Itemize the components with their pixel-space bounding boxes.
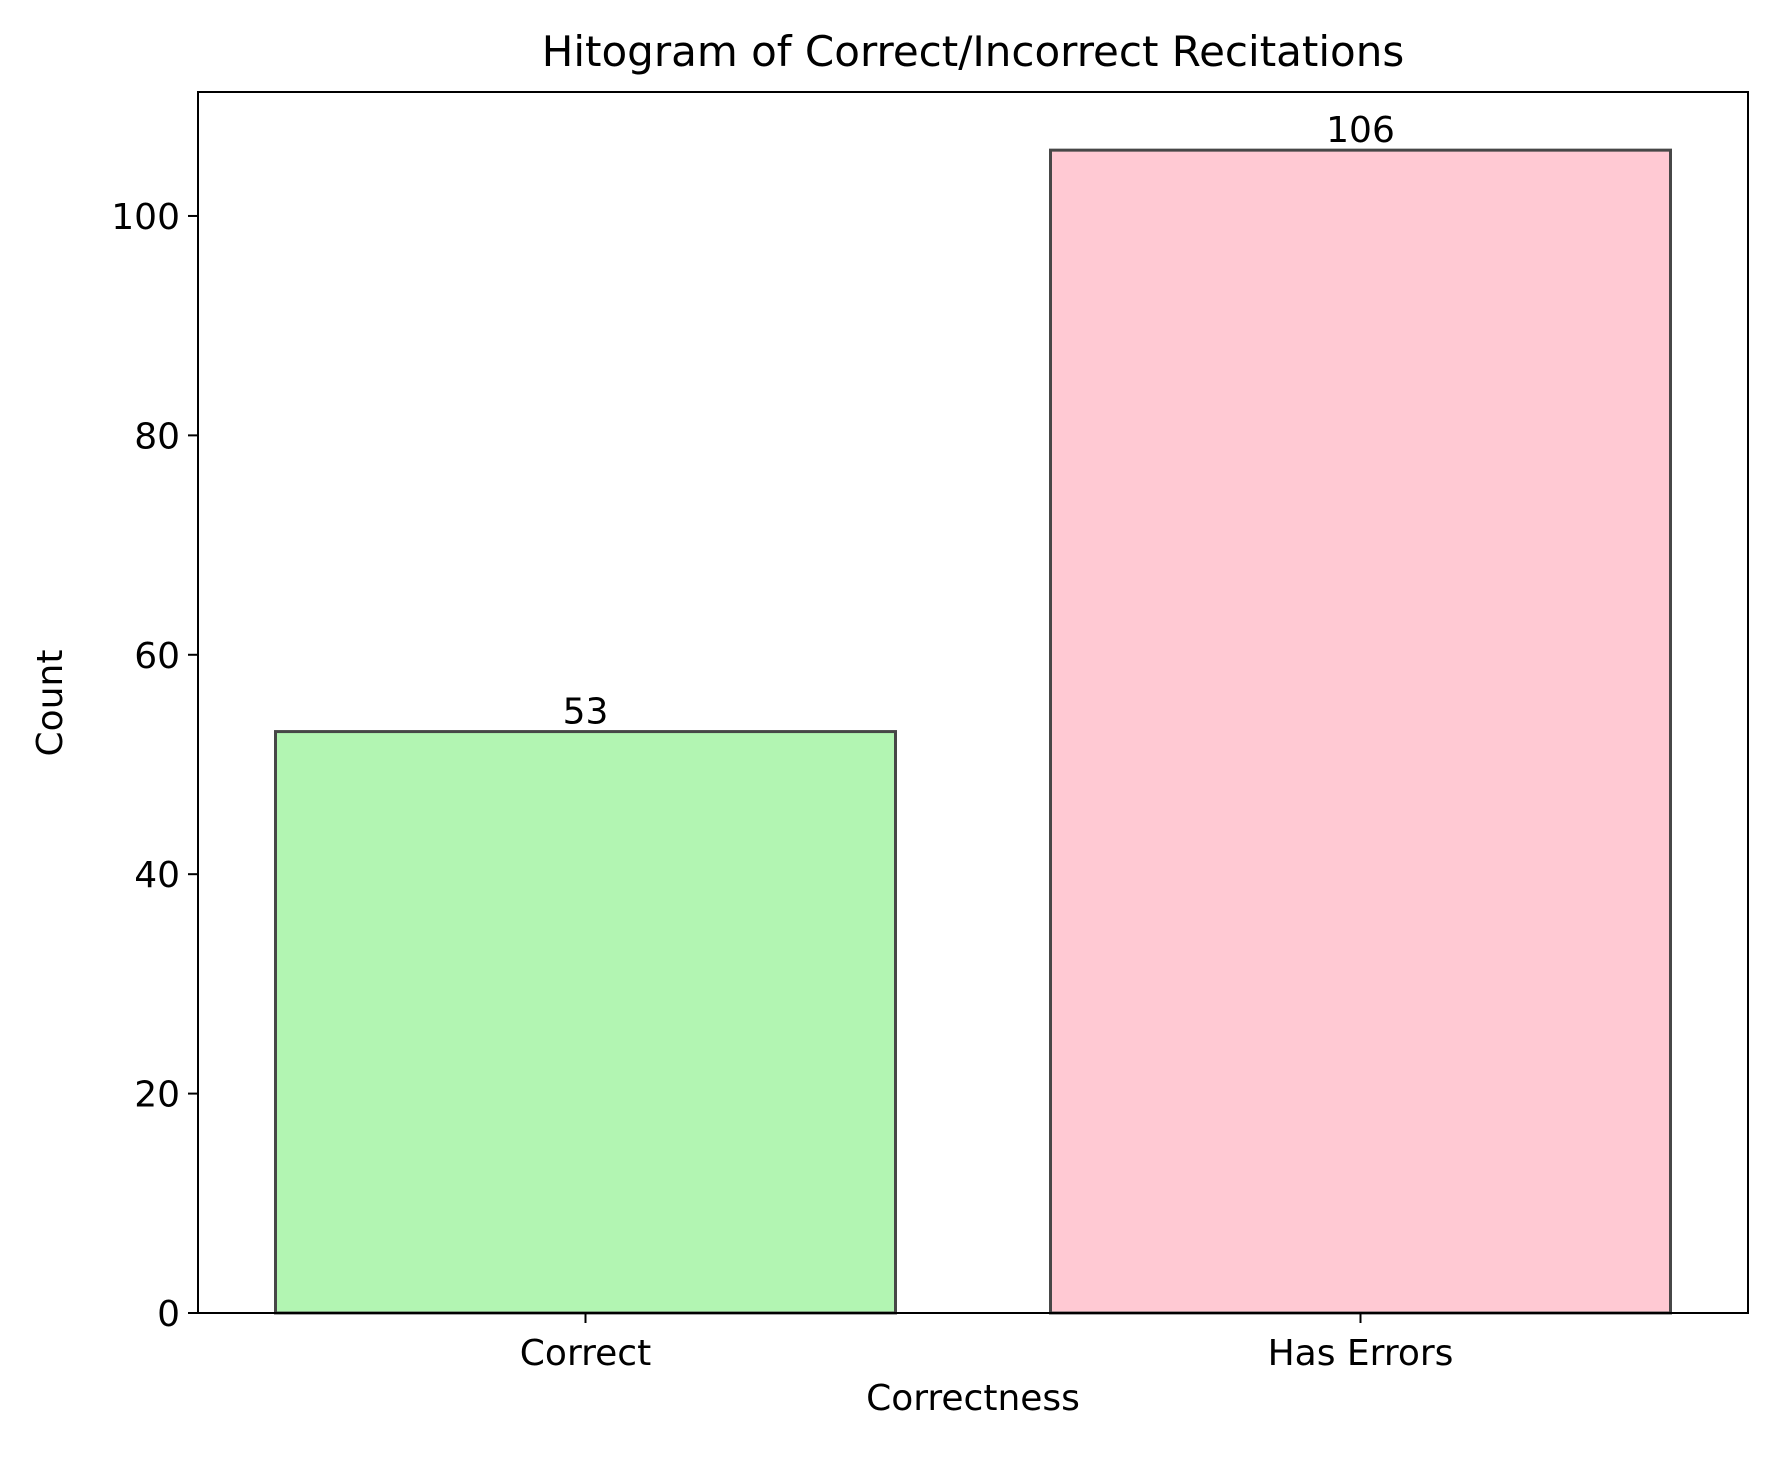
y-tick-label-0: 0 [157, 1294, 180, 1335]
y-tick-label-80: 80 [134, 416, 180, 457]
x-axis-ticks: Correct Has Errors [520, 1313, 1454, 1374]
y-axis-ticks: 0 20 40 60 80 100 [111, 197, 198, 1335]
y-tick-label-40: 40 [134, 855, 180, 896]
bar-value-labels: 53 106 [563, 110, 1395, 732]
x-axis-label: Correctness [866, 1378, 1080, 1419]
bar-has-errors [1049, 148, 1672, 1315]
bar-correct [274, 730, 897, 1315]
y-tick-label-60: 60 [134, 636, 180, 677]
y-tick-label-20: 20 [134, 1075, 180, 1116]
x-tick-label-correct: Correct [520, 1333, 651, 1374]
y-tick-label-100: 100 [111, 197, 180, 238]
plot-area: 53 106 0 20 40 60 80 100 Correct Has Errors [111, 91, 1749, 1374]
bar-value-label-correct: 53 [563, 692, 609, 733]
x-tick-label-has-errors: Has Errors [1268, 1333, 1454, 1374]
chart-title: Hitogram of Correct/Incorrect Recitation… [542, 27, 1404, 76]
plot-frame [197, 91, 1749, 1314]
bars [274, 148, 1672, 1315]
y-axis-label: Count [30, 650, 71, 757]
bar-value-label-has-errors: 106 [1326, 110, 1395, 151]
